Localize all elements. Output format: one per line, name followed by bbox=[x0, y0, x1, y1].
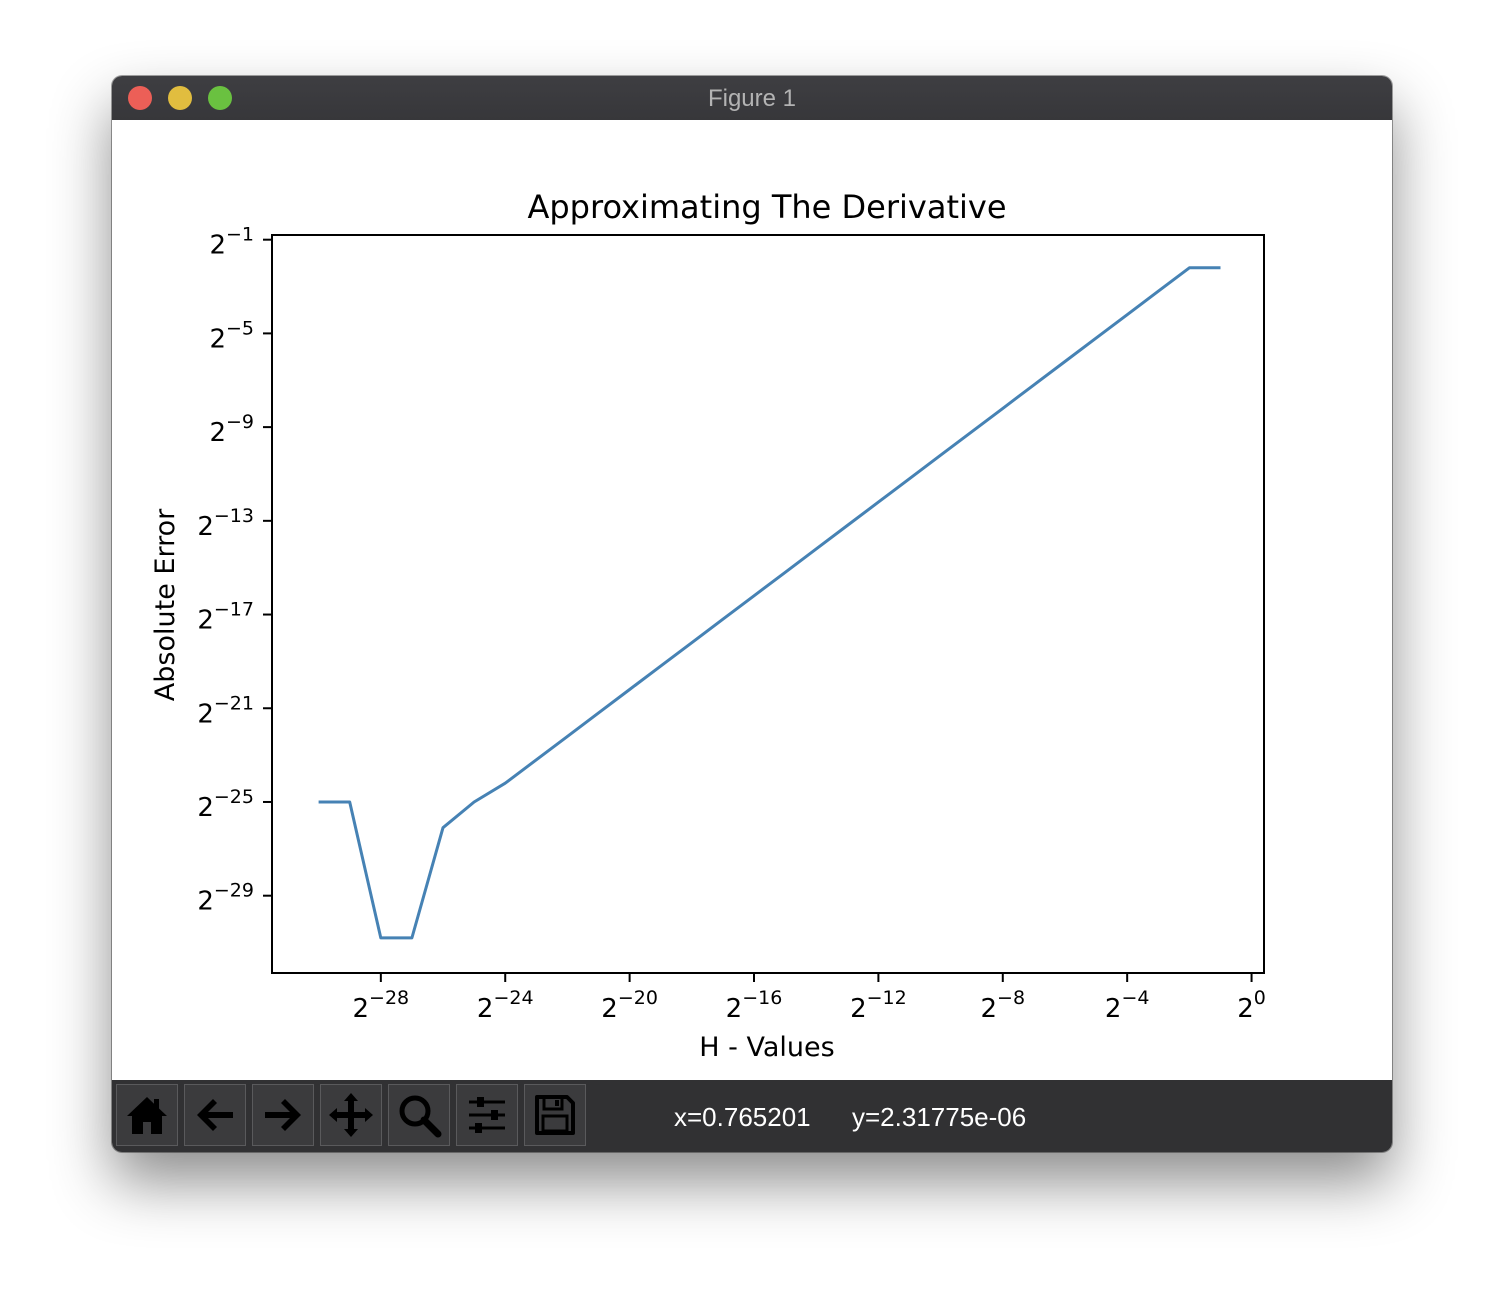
y-tick-label: 2−17 bbox=[197, 599, 254, 636]
y-axis: 2−1 2−5 2−9 2−13 2−17 2−21 2−25 2−29 bbox=[197, 224, 272, 917]
arrow-left-icon bbox=[197, 1099, 233, 1131]
save-button[interactable] bbox=[524, 1084, 586, 1146]
back-button[interactable] bbox=[184, 1084, 246, 1146]
y-tick-label: 2−25 bbox=[197, 786, 254, 823]
plot-area bbox=[271, 234, 1265, 974]
y-coordinate-readout: y=2.31775e-06 bbox=[852, 1102, 1027, 1132]
arrow-right-icon bbox=[265, 1099, 301, 1131]
y-tick-label: 2−13 bbox=[197, 505, 254, 542]
minimize-window-button[interactable] bbox=[168, 86, 192, 110]
home-button[interactable] bbox=[116, 1084, 178, 1146]
sliders-icon bbox=[469, 1097, 505, 1133]
forward-button[interactable] bbox=[252, 1084, 314, 1146]
x-tick-label: 2−16 bbox=[726, 987, 783, 1024]
x-tick-label: 2−24 bbox=[477, 987, 534, 1024]
pan-button[interactable] bbox=[320, 1084, 382, 1146]
y-tick-label: 2−9 bbox=[209, 411, 254, 448]
x-axis-label: H - Values bbox=[699, 1032, 834, 1063]
x-coordinate-readout: x=0.765201 bbox=[674, 1102, 811, 1132]
x-tick-label: 2−28 bbox=[353, 987, 410, 1024]
floppy-disk-icon bbox=[535, 1095, 575, 1135]
window-title: Figure 1 bbox=[707, 85, 797, 112]
y-tick-label: 2−21 bbox=[197, 692, 254, 729]
maximize-window-button[interactable] bbox=[208, 86, 232, 110]
y-tick-label: 2−5 bbox=[209, 317, 254, 354]
x-tick-label: 2−8 bbox=[981, 987, 1026, 1024]
x-tick-label: 20 bbox=[1237, 987, 1266, 1024]
title-bar[interactable]: Figure 1 bbox=[112, 76, 1392, 121]
close-window-button[interactable] bbox=[128, 86, 152, 110]
home-icon bbox=[127, 1097, 167, 1134]
move-icon bbox=[329, 1093, 373, 1137]
y-tick-label: 2−1 bbox=[209, 224, 254, 261]
x-tick-label: 2−4 bbox=[1105, 987, 1150, 1024]
x-axis: 2−28 2−24 2−20 2−16 2−12 2−8 2−4 20 bbox=[353, 973, 1266, 1024]
figure-window: Figure 1 Approximating The Derivative 2−… bbox=[112, 76, 1392, 1152]
zoom-button[interactable] bbox=[388, 1084, 450, 1146]
x-tick-label: 2−12 bbox=[850, 987, 907, 1024]
navigation-toolbar: x=0.765201 y=2.31775e-06 bbox=[112, 1080, 1392, 1152]
chart: Approximating The Derivative 2−28 2−24 2−2… bbox=[150, 188, 1266, 1063]
y-tick-label: 2−29 bbox=[197, 880, 254, 917]
series-line bbox=[318, 266, 1221, 940]
configure-subplots-button[interactable] bbox=[456, 1084, 518, 1146]
figure-canvas[interactable]: Approximating The Derivative 2−28 2−24 2−2… bbox=[112, 120, 1392, 1080]
chart-title: Approximating The Derivative bbox=[527, 188, 1006, 226]
x-tick-label: 2−20 bbox=[601, 987, 658, 1024]
magnifier-icon bbox=[399, 1095, 442, 1138]
y-axis-label: Absolute Error bbox=[150, 508, 181, 701]
